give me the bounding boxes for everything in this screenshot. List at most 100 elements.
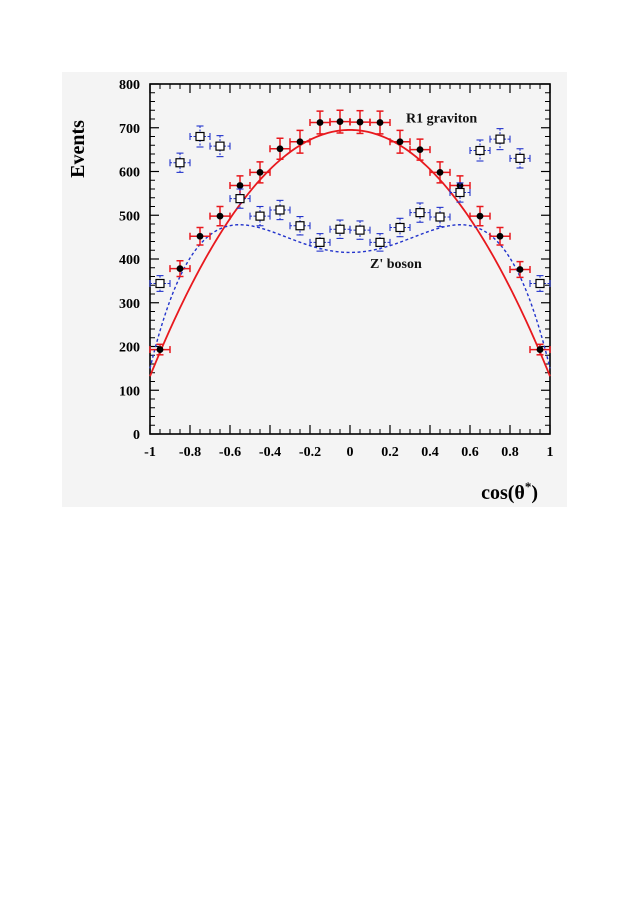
graviton-point [269, 137, 291, 160]
graviton-fit-curve [149, 129, 551, 377]
y-tick-label: 100 [119, 384, 140, 399]
graviton-marker [456, 182, 464, 189]
chart-svg: 0 100 200 300 400 500 600 700 800 -1 -0.8 -0.6 -0.4 -… [67, 78, 554, 504]
zprime-marker [195, 131, 205, 142]
zprime-marker [335, 224, 345, 234]
graviton-marker [176, 265, 184, 273]
graviton-marker [396, 138, 404, 146]
y-axis-title: Events [67, 120, 89, 178]
chart-figure: 0 100 200 300 400 500 600 700 800 -1 -0.8 -0.6 -0.4 -… [62, 72, 567, 507]
zprime-point [429, 206, 451, 228]
graviton-point [529, 343, 551, 356]
zprime-marker [435, 212, 445, 222]
graviton-point [209, 205, 231, 227]
x-tick-label: 1 [547, 445, 554, 460]
x-tick-label: 0.6 [461, 445, 479, 460]
zprime-marker [515, 153, 525, 163]
graviton-marker [196, 232, 204, 240]
graviton-point [189, 226, 211, 246]
zprime-point [209, 135, 231, 158]
graviton-marker [416, 146, 424, 154]
graviton-marker [316, 119, 324, 126]
zprime-marker [295, 221, 305, 231]
graviton-marker [336, 118, 344, 126]
zprime-point [249, 205, 271, 227]
zprime-point [389, 217, 411, 238]
zprime-annotation: Z' boson [370, 257, 422, 272]
x-tick-label: 0.4 [421, 445, 439, 460]
zprime-point [269, 199, 291, 221]
y-tick-label: 700 [119, 122, 140, 137]
x-tick-label: 0 [347, 445, 354, 460]
zprime-marker [235, 194, 245, 204]
zprime-marker [535, 278, 545, 289]
graviton-marker [156, 346, 164, 353]
graviton-point [289, 129, 311, 154]
graviton-marker [236, 182, 244, 189]
graviton-marker [496, 232, 504, 240]
graviton-point [429, 161, 451, 184]
graviton-point [249, 161, 271, 184]
x-tick-label: -0.6 [219, 445, 241, 460]
zprime-point [289, 216, 311, 236]
zprime-point [449, 182, 471, 203]
graviton-annotation: R1 graviton [406, 112, 477, 127]
zprime-marker [395, 222, 405, 233]
zprime-marker [175, 158, 185, 168]
graviton-point [369, 110, 391, 135]
graviton-marker [216, 212, 224, 220]
y-tick-label: 400 [119, 253, 140, 268]
zprime-marker [475, 145, 485, 156]
x-tick-label: 0.8 [501, 445, 519, 460]
zprime-point [409, 202, 431, 223]
zprime-marker [355, 225, 365, 235]
graviton-marker [376, 119, 384, 126]
graviton-point [229, 175, 251, 196]
x-axis-title: cos(θ*) [481, 479, 538, 504]
y-tick-label: 300 [119, 297, 140, 312]
zprime-point [349, 220, 371, 240]
x-tick-label: -0.4 [259, 445, 281, 460]
graviton-point [489, 226, 511, 246]
zprime-marker [155, 278, 165, 289]
graviton-marker [536, 346, 544, 353]
zprime-marker [455, 187, 465, 198]
graviton-marker [256, 168, 264, 176]
zprime-point [529, 275, 551, 292]
zprime-marker [375, 237, 385, 247]
x-tick-label: -1 [144, 445, 156, 460]
zprime-point [229, 188, 251, 209]
zprime-point [149, 275, 171, 292]
zprime-marker [255, 211, 265, 221]
y-tick-label: 800 [119, 78, 140, 93]
graviton-marker [516, 266, 524, 273]
zprime-point [309, 233, 331, 252]
graviton-marker [296, 138, 304, 146]
zprime-point [509, 148, 531, 169]
y-tick-label: 200 [119, 341, 140, 356]
x-tick-label: -0.2 [299, 445, 321, 460]
graviton-point [409, 138, 431, 161]
graviton-marker [436, 168, 444, 176]
graviton-point [509, 260, 531, 279]
zprime-marker [495, 134, 505, 144]
y-tick-label: 500 [119, 209, 140, 224]
zprime-marker [315, 237, 325, 247]
graviton-point [149, 343, 171, 356]
zprime-marker [215, 141, 225, 151]
graviton-point [389, 129, 411, 154]
y-tick-label: 0 [133, 428, 140, 443]
zprime-marker [415, 208, 425, 218]
graviton-point [309, 110, 331, 135]
y-tick-label: 600 [119, 166, 140, 181]
graviton-marker [276, 145, 284, 153]
zprime-fit-curve [149, 224, 551, 369]
graviton-marker [356, 118, 364, 126]
zprime-point [329, 219, 351, 239]
graviton-point [169, 260, 191, 278]
graviton-marker [476, 212, 484, 220]
zprime-marker [275, 205, 285, 215]
zprime-point [169, 152, 191, 173]
zprime-point [369, 233, 391, 252]
x-tick-label: -0.8 [179, 445, 201, 460]
